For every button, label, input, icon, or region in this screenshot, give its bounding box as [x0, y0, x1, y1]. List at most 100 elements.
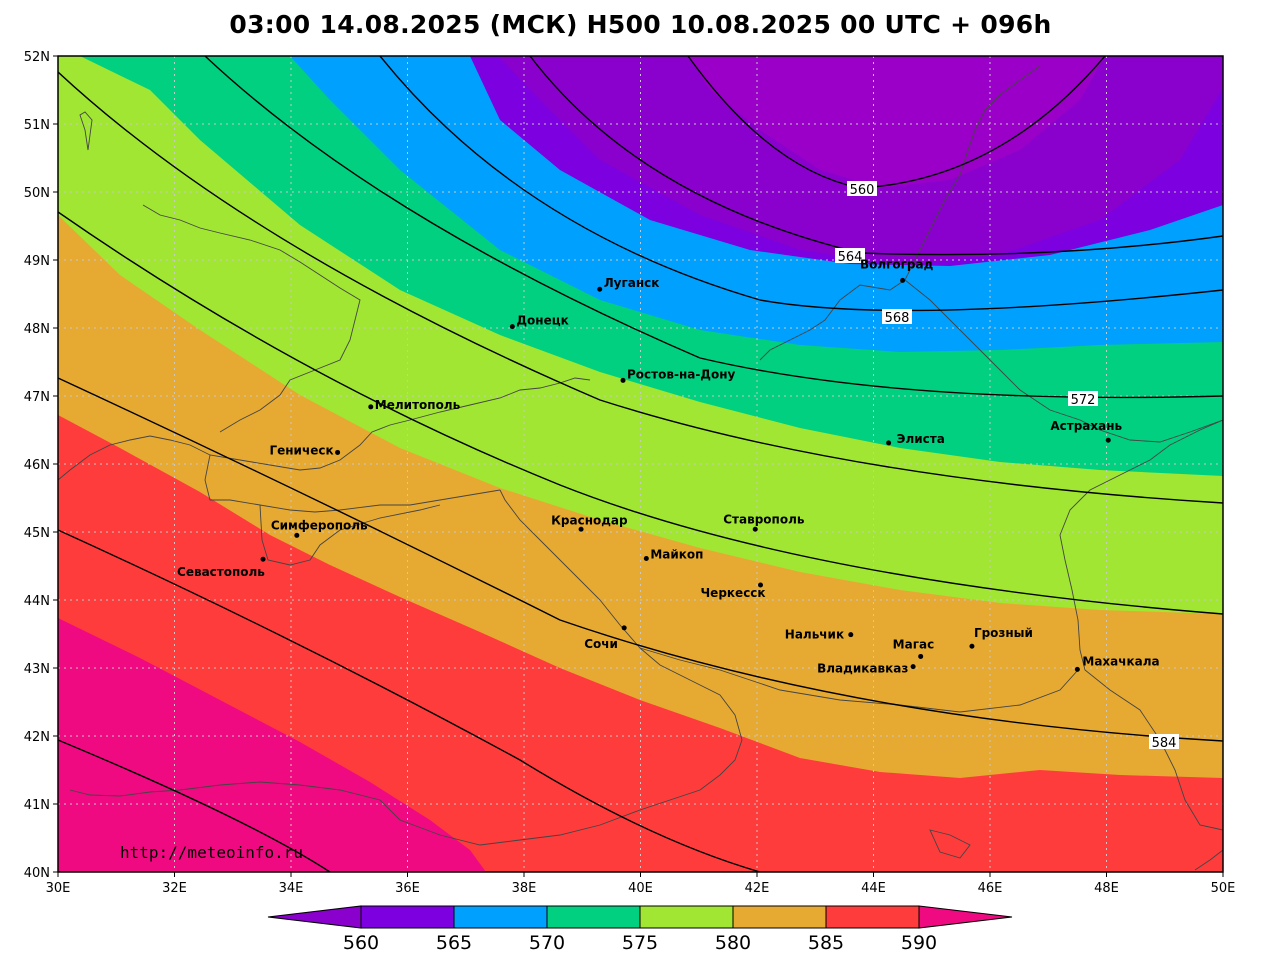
city-label: Геническ	[269, 443, 333, 457]
city-dot	[620, 377, 626, 383]
city-label: Майкоп	[650, 548, 703, 562]
colorbar-label: 575	[622, 932, 658, 954]
coastlines-borders	[58, 65, 1223, 871]
contour-label-bg	[1068, 391, 1098, 406]
y-tick-label: 51N	[24, 118, 50, 133]
city-label: Луганск	[604, 276, 660, 290]
x-tick-label: 42E	[745, 881, 770, 896]
city-label: Мелитополь	[375, 398, 461, 412]
city-dot	[335, 449, 341, 455]
city-label: Астрахань	[1050, 419, 1122, 433]
city-label: Ростов-на-Дону	[627, 367, 736, 381]
city-dot	[918, 653, 924, 659]
y-tick-label: 47N	[24, 390, 50, 405]
contour-label: 560	[850, 183, 875, 198]
city-dot	[900, 277, 906, 283]
city-dot	[368, 404, 374, 410]
city-marker: Луганск	[597, 276, 659, 292]
city-marker: Ростов-на-Дону	[620, 367, 736, 383]
city-dot	[969, 643, 975, 649]
city-label: Нальчик	[785, 628, 844, 642]
city-dot	[1074, 666, 1080, 672]
graticule	[58, 56, 1223, 872]
colorbar: 560 565 570 575 580 585 590	[267, 905, 1013, 954]
city-label: Краснодар	[551, 513, 628, 527]
city-label: Владикавказ	[817, 662, 908, 676]
city-dot	[621, 625, 627, 631]
city-label: Симферополь	[271, 518, 368, 532]
city-dot	[757, 582, 763, 588]
city-label: Черкесск	[700, 586, 765, 600]
city-marker: Геническ	[269, 443, 341, 457]
band-low-core	[688, 56, 1105, 188]
city-label: Ставрополь	[723, 512, 805, 526]
x-tick-label: 34E	[279, 881, 304, 896]
x-tick-label: 30E	[46, 881, 71, 896]
contour-564	[379, 56, 1223, 312]
colorbar-label: 560	[343, 932, 379, 954]
contour-label: 568	[885, 311, 910, 326]
city-dot	[597, 286, 603, 292]
y-tick-label: 44N	[24, 594, 50, 609]
city-label: Волгоград	[860, 257, 934, 271]
city-marker: Волгоград	[860, 257, 934, 283]
y-tick-label: 43N	[24, 662, 50, 677]
y-tick-label: 41N	[24, 798, 50, 813]
contour-label: 564	[838, 250, 863, 265]
contour-568	[204, 56, 1223, 399]
city-marker: Махачкала	[1074, 654, 1160, 672]
city-marker: Майкоп	[643, 548, 703, 562]
city-marker: Мелитополь	[368, 398, 461, 412]
x-tick-label: 48E	[1094, 881, 1119, 896]
city-label: Махачкала	[1082, 654, 1159, 668]
colorbar-label: 590	[901, 932, 937, 954]
city-dot	[752, 526, 758, 532]
colorbar-label: 585	[808, 932, 844, 954]
city-label: Магас	[893, 637, 935, 651]
city-marker: Севастополь	[177, 556, 266, 579]
city-marker: Краснодар	[551, 513, 628, 532]
city-marker: Владикавказ	[817, 662, 916, 676]
city-dot	[578, 526, 584, 532]
colorbar-segment	[732, 905, 827, 929]
colorbar-max-arrow	[918, 905, 1013, 929]
x-tick-label: 32E	[162, 881, 187, 896]
x-tick-label: 50E	[1211, 881, 1236, 896]
x-tick-label: 40E	[628, 881, 653, 896]
y-tick-label: 45N	[24, 526, 50, 541]
x-tick-label: 36E	[395, 881, 420, 896]
y-tick-label: 49N	[24, 254, 50, 269]
colorbar-segment	[453, 905, 548, 929]
city-marker: Сочи	[584, 625, 627, 651]
city-marker: Элиста	[886, 432, 945, 446]
band-590-595	[58, 415, 1223, 872]
city-marker: Астрахань	[1050, 419, 1123, 443]
contour-580	[58, 377, 1223, 742]
city-label: Элиста	[897, 432, 945, 446]
contour-576	[58, 211, 1223, 615]
city-marker: Магас	[893, 637, 935, 659]
y-tick-label: 40N	[24, 866, 50, 881]
city-marker: Ставрополь	[723, 512, 805, 532]
credit-text: http://meteoinfo.ru	[120, 843, 303, 862]
contour-572	[58, 71, 1223, 504]
contour-label-bg	[835, 248, 865, 263]
colorbar-label: 580	[715, 932, 751, 954]
city-dot	[509, 324, 515, 330]
y-tick-label: 48N	[24, 322, 50, 337]
colorbar-label: 565	[436, 932, 472, 954]
contour-label-bg	[882, 309, 912, 324]
city-label: Донецк	[516, 314, 568, 328]
x-tick-label: 38E	[512, 881, 537, 896]
contour-labels: 560 564 568 572 584	[835, 181, 1179, 751]
city-marker: Грозный	[969, 626, 1033, 649]
y-tick-label: 46N	[24, 458, 50, 473]
colorbar-label: 570	[529, 932, 565, 954]
city-dot	[1105, 437, 1111, 443]
map-title: 03:00 14.08.2025 (МСК) H500 10.08.2025 0…	[229, 10, 1052, 39]
x-tick-label: 46E	[978, 881, 1003, 896]
axes: 30E 32E 34E 36E 38E 40E 42E 44E 46E 48E 50E 40N 41N 4…	[24, 50, 1236, 896]
colorbar-segment	[825, 905, 920, 929]
city-marker: Симферополь	[271, 518, 368, 538]
y-tick-label: 52N	[24, 50, 50, 65]
